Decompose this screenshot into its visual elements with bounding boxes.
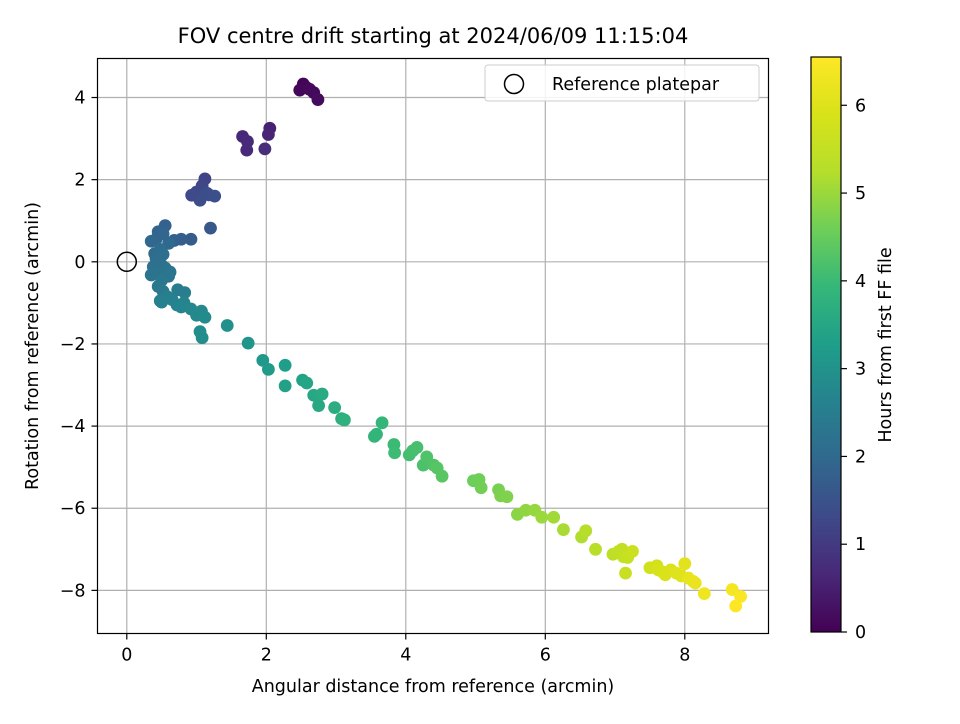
x-tick-label: 6 — [540, 646, 551, 666]
y-tick-label: −4 — [60, 417, 86, 437]
data-point — [734, 590, 747, 603]
data-point — [725, 583, 739, 596]
x-axis-label: Angular distance from reference (arcmin) — [252, 677, 615, 697]
x-tick-label: 2 — [261, 646, 272, 666]
y-tick-label: 4 — [74, 89, 85, 109]
x-tick-label: 0 — [121, 646, 132, 666]
data-point — [697, 587, 711, 601]
colorbar-tick-label: 4 — [855, 272, 866, 292]
data-point — [195, 331, 209, 345]
data-point — [557, 523, 570, 536]
y-tick-label: 2 — [74, 171, 85, 191]
data-point — [144, 268, 158, 282]
data-point — [144, 234, 158, 248]
y-tick-label: −6 — [60, 499, 86, 519]
data-point — [547, 510, 561, 524]
legend: Reference platepar — [484, 64, 760, 102]
data-point — [688, 576, 702, 590]
data-point — [241, 336, 255, 350]
data-point — [208, 189, 222, 203]
data-points — [144, 77, 747, 613]
data-point — [311, 93, 325, 106]
data-point — [198, 310, 212, 324]
data-point — [174, 300, 188, 314]
data-point — [312, 399, 326, 412]
colorbar-tick-label: 5 — [855, 184, 866, 204]
data-point — [240, 143, 254, 157]
data-point — [474, 481, 488, 495]
data-point — [315, 387, 329, 401]
grid-lines — [97, 58, 769, 634]
legend-marker — [503, 73, 525, 95]
colorbar-label: Hours from first FF file — [876, 247, 896, 442]
data-point — [300, 376, 314, 390]
data-point — [261, 363, 275, 376]
x-tick-label: 8 — [679, 646, 690, 666]
data-point — [338, 413, 351, 427]
data-point — [388, 446, 402, 460]
data-point — [619, 566, 632, 580]
data-point — [204, 221, 217, 235]
data-point — [293, 83, 307, 97]
data-point — [155, 295, 169, 309]
data-point — [258, 142, 272, 156]
data-point — [589, 542, 602, 556]
data-point — [220, 319, 234, 332]
colorbar-ticks: 0 1 2 3 4 5 6 — [841, 96, 866, 643]
data-point — [375, 416, 389, 430]
data-point — [261, 128, 275, 141]
data-point — [410, 441, 424, 454]
reference-marker — [116, 251, 138, 273]
legend-entry-reference-platepar: Reference platepar — [552, 75, 720, 95]
colorbar-tick-label: 0 — [855, 623, 866, 643]
y-axis-label: Rotation from reference (arcmin) — [23, 202, 43, 490]
colorbar-tick-label: 3 — [855, 360, 866, 380]
legend-box — [484, 64, 760, 102]
chart-title: FOV centre drift starting at 2024/06/09 … — [178, 24, 689, 48]
x-tick-label: 4 — [400, 646, 411, 666]
data-point — [626, 544, 639, 558]
data-point — [579, 524, 593, 538]
axes-frame — [96, 57, 770, 635]
data-point — [500, 490, 514, 504]
colorbar-tick-label: 6 — [855, 96, 866, 116]
data-point — [328, 401, 342, 415]
data-point — [519, 503, 533, 517]
data-point — [678, 557, 692, 571]
data-point — [278, 379, 292, 393]
y-tick-label: −2 — [60, 335, 86, 355]
data-point — [278, 358, 292, 372]
data-point — [435, 469, 449, 483]
data-point — [729, 599, 743, 613]
colorbar-tick-label: 1 — [855, 535, 866, 555]
y-axis-ticks: −8 −6 −4 −2 0 2 4 — [60, 89, 98, 601]
x-axis-ticks: 0 2 4 6 8 — [121, 633, 690, 666]
data-point — [178, 286, 192, 300]
colorbar — [810, 56, 842, 633]
y-tick-label: −8 — [60, 581, 86, 601]
data-point — [184, 232, 198, 246]
colorbar-tick-label: 2 — [855, 447, 866, 467]
y-tick-label: 0 — [74, 253, 85, 273]
data-point — [370, 427, 383, 441]
data-point — [535, 510, 549, 524]
